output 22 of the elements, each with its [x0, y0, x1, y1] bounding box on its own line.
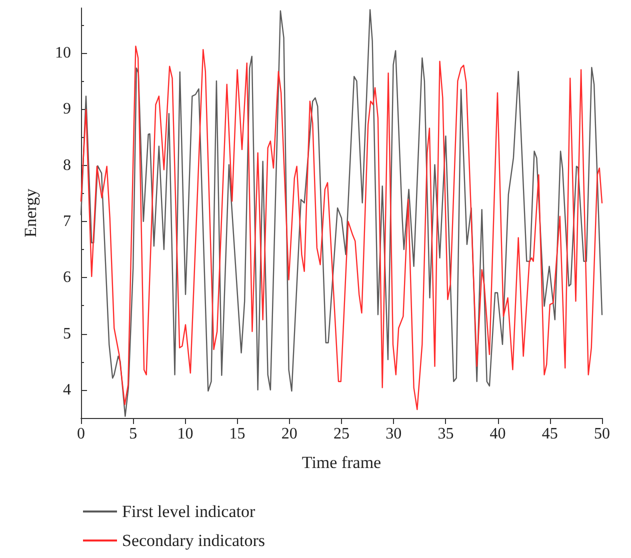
x-tick-label: 50: [594, 426, 610, 442]
y-tick-label: 8: [63, 156, 71, 174]
x-tick-label: 5: [129, 426, 138, 442]
x-tick-label: 35: [438, 426, 454, 442]
x-tick-label: 15: [229, 426, 246, 442]
x-axis-title: Time frame: [302, 453, 382, 472]
x-tick-label: 45: [542, 426, 558, 442]
y-axis-title: Energy: [21, 188, 40, 238]
y-tick-label: 9: [63, 100, 71, 118]
y-tick-label: 6: [63, 269, 71, 286]
y-tick-label: 5: [63, 325, 71, 342]
x-tick-label: 25: [334, 426, 350, 442]
legend-label: First level indicator: [122, 502, 256, 521]
x-tick-label: 40: [490, 426, 506, 442]
x-tick-label: 0: [77, 426, 85, 442]
x-tick-label: 20: [281, 426, 298, 442]
x-tick-label: 10: [177, 426, 194, 442]
legend-label: Secondary indicators: [122, 531, 266, 550]
y-tick-label: 10: [55, 44, 71, 62]
x-tick-label: 30: [386, 426, 402, 442]
y-tick-label: 7: [63, 212, 71, 230]
y-tick-label: 4: [63, 381, 71, 398]
